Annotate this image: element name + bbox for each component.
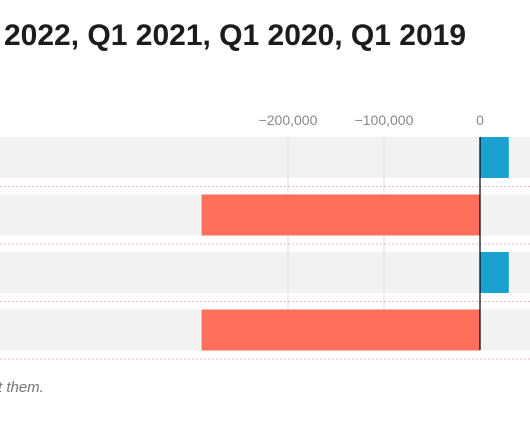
x-tick-label: −200,000 — [259, 112, 318, 128]
row-band — [0, 252, 530, 293]
x-tick-label: 0 — [476, 112, 484, 128]
x-tick-label: −100,000 — [355, 112, 414, 128]
bar-negative — [201, 309, 480, 351]
bar-negative — [201, 194, 480, 236]
row-band — [0, 137, 530, 178]
chart-title: 2022, Q1 2021, Q1 2020, Q1 2019 — [4, 19, 466, 52]
chart-note: t them. — [0, 379, 44, 396]
bar-positive — [480, 252, 509, 293]
x-axis-ticks: −200,000 −100,000 0 — [259, 112, 485, 128]
bars-layer — [201, 137, 509, 351]
bar-positive — [480, 137, 509, 178]
